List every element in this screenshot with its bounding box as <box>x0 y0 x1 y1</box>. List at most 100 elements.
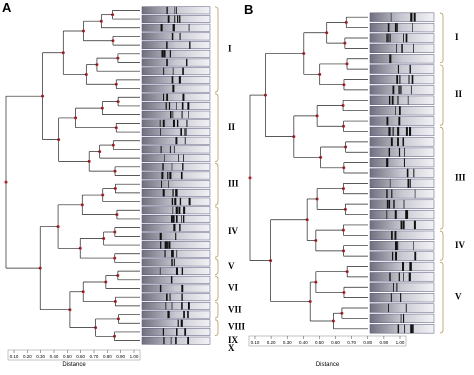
gel-band <box>187 102 190 110</box>
gel-lane <box>141 249 211 258</box>
gel-band <box>410 324 413 334</box>
gel-lane <box>369 95 435 105</box>
gel-band <box>181 215 182 223</box>
gel-band <box>387 33 389 43</box>
scale-tick-label: 0.90 <box>380 340 389 345</box>
gel-lane <box>141 6 211 15</box>
gel-band <box>176 328 178 336</box>
gel-band <box>397 241 399 251</box>
scale-tick-label: 0.70 <box>347 340 356 345</box>
gel-lane <box>369 324 435 334</box>
gel-band <box>411 75 414 84</box>
gel-band <box>413 220 416 230</box>
gel-band <box>393 199 395 209</box>
scale-tick-label: 0.10 <box>251 340 260 345</box>
gel-band <box>406 168 409 178</box>
gel-band <box>413 241 414 251</box>
gel-band <box>175 189 178 197</box>
gel-band <box>159 232 162 240</box>
gel-band <box>173 258 175 267</box>
gel-band <box>172 215 175 223</box>
gel-band <box>188 197 191 206</box>
gel-band <box>397 137 399 147</box>
gel-band <box>181 111 183 119</box>
gel-band <box>159 119 161 127</box>
gel-band <box>178 206 181 214</box>
gel-band <box>168 241 171 249</box>
gel-lane <box>369 126 435 137</box>
gel-lane <box>141 15 211 23</box>
gel-band <box>410 12 413 22</box>
gel-band <box>188 24 190 32</box>
gel-band <box>175 215 178 223</box>
gel-band <box>170 276 172 284</box>
gel-lane <box>141 171 211 180</box>
group-bracket <box>439 230 444 261</box>
gel-band <box>179 224 181 232</box>
gel-band <box>186 58 188 67</box>
gel-band <box>412 324 414 334</box>
gel-lane <box>141 110 211 119</box>
gel-band <box>176 119 179 127</box>
gel-lane <box>141 84 211 93</box>
gel-band <box>413 43 414 53</box>
group-bracket <box>214 93 219 162</box>
gel-band <box>390 137 393 147</box>
gel-band <box>172 84 175 93</box>
gel-band <box>396 23 398 32</box>
group-label: VIII <box>228 322 246 332</box>
gel-band <box>408 75 410 84</box>
group-label: II <box>228 122 236 132</box>
gel-band <box>165 302 167 310</box>
gel-lane <box>369 106 435 116</box>
gel-lane <box>141 23 211 32</box>
gel-band <box>396 43 397 53</box>
gel-lane <box>141 32 211 41</box>
group-label: VII <box>228 304 242 314</box>
gel-lane <box>141 284 211 293</box>
gel-lane <box>141 154 211 163</box>
gel-band <box>187 337 190 345</box>
gel-band <box>166 6 168 14</box>
gel-lane <box>141 301 211 310</box>
group-label: I <box>228 44 232 54</box>
gel-band <box>389 272 391 282</box>
gel-band <box>183 206 186 214</box>
gel-band <box>390 293 392 303</box>
group-bracket <box>214 302 219 319</box>
gel-lane <box>369 85 435 95</box>
gel-band <box>175 267 178 275</box>
gel-band <box>391 189 393 199</box>
gel-band <box>174 6 176 14</box>
gel-band <box>160 145 162 154</box>
gel-band <box>405 127 408 136</box>
gel-lane <box>369 158 435 168</box>
gel-band <box>166 93 169 101</box>
gel-band <box>165 102 167 110</box>
gel-band <box>160 241 162 249</box>
gel-band <box>396 282 398 292</box>
tree-node <box>4 180 8 184</box>
scale-box <box>248 335 407 347</box>
gel-lane <box>141 328 211 336</box>
gel-band <box>390 54 392 64</box>
group-label: IV <box>228 226 239 236</box>
group-label: IX <box>228 335 239 345</box>
group-label: III <box>455 172 466 182</box>
gel-band <box>177 15 179 23</box>
gel-band <box>386 189 388 199</box>
gel-band <box>410 179 411 188</box>
gel-band <box>166 241 168 249</box>
gel-lane <box>141 319 211 328</box>
gel-lane <box>369 293 435 303</box>
gel-band <box>180 128 183 136</box>
gel-band <box>170 111 172 119</box>
group-label: VI <box>228 283 238 293</box>
gel-lane <box>141 41 211 50</box>
gel-band <box>388 303 389 313</box>
gel-band <box>175 206 178 214</box>
gel-band <box>402 314 405 323</box>
gel-band <box>181 102 184 110</box>
gel-band <box>405 303 407 313</box>
group-label: V <box>228 261 235 271</box>
